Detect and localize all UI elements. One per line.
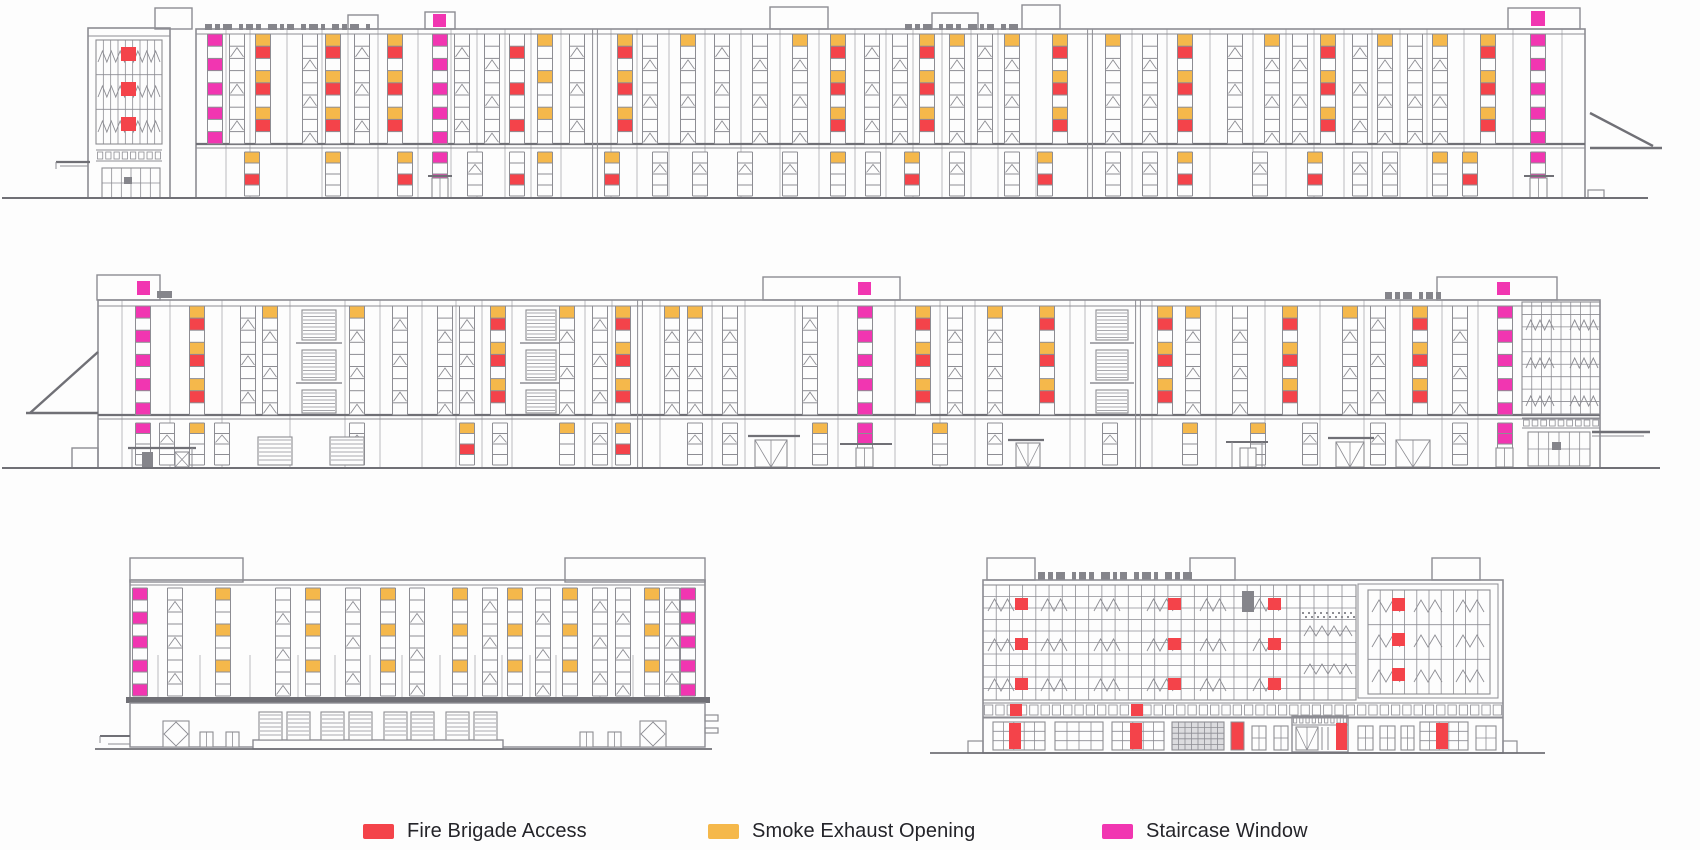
- staircase-window-swatch: [1102, 823, 1133, 839]
- legend-label: Staircase Window: [1146, 819, 1308, 842]
- fire-brigade-access-swatch: [363, 823, 394, 839]
- elevation-middle: [2, 274, 1660, 469]
- elevation-top: [2, 4, 1662, 199]
- legend-item-staircase-window: Staircase Window: [1102, 818, 1308, 844]
- elevation-bottom-left: [95, 557, 719, 750]
- legend-item-smoke-exhaust-opening: Smoke Exhaust Opening: [708, 818, 975, 844]
- legend-label: Smoke Exhaust Opening: [752, 819, 976, 842]
- smoke-exhaust-opening-swatch: [708, 823, 739, 839]
- legend: Fire Brigade Access Smoke Exhaust Openin…: [0, 818, 1700, 850]
- legend-item-fire-brigade-access: Fire Brigade Access: [363, 818, 587, 844]
- elevation-bottom-right: [930, 557, 1545, 754]
- legend-label: Fire Brigade Access: [407, 819, 587, 842]
